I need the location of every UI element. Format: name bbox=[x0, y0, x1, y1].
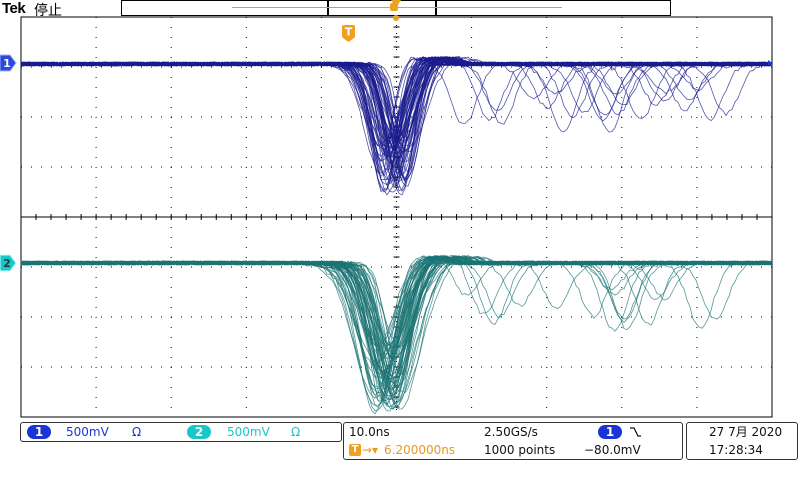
trigger-source-badge[interactable]: 1 bbox=[598, 425, 622, 439]
svg-text:2: 2 bbox=[3, 257, 11, 270]
ch2-waveform bbox=[20, 254, 772, 415]
ch1-ground-marker[interactable]: 1 bbox=[0, 54, 17, 72]
time: 17:28:34 bbox=[709, 443, 763, 457]
acquisition-state[interactable]: 停止 bbox=[34, 3, 62, 19]
ch1-badge[interactable]: 1 bbox=[27, 425, 51, 439]
svg-text:T: T bbox=[345, 26, 353, 39]
record-length: 1000 points bbox=[484, 443, 556, 457]
svg-text:1: 1 bbox=[3, 57, 11, 70]
trigger-position[interactable]: 6.200000ns bbox=[384, 443, 456, 457]
waveform-display[interactable]: T 1 2 bbox=[0, 0, 800, 420]
sample-rate: 2.50GS/s bbox=[484, 425, 538, 439]
ch2-badge[interactable]: 2 bbox=[187, 425, 211, 439]
trigger-position-arrow-icon: →▾ bbox=[362, 443, 379, 457]
readout-bar: 1 500mV Ω 2 500mV Ω 10.0ns 2.50GS/s T →▾… bbox=[0, 420, 800, 480]
trigger-level[interactable]: −80.0mV bbox=[584, 443, 641, 457]
ch1-coupling: Ω bbox=[132, 425, 142, 439]
record-window[interactable] bbox=[327, 1, 437, 15]
graticule bbox=[20, 16, 773, 418]
record-trigger-icon bbox=[390, 3, 398, 11]
date: 27 7月 2020 bbox=[709, 425, 783, 439]
timebase-trigger-panel[interactable]: 10.0ns 2.50GS/s T →▾ 6.200000ns 1000 poi… bbox=[343, 422, 683, 460]
ch2-coupling: Ω bbox=[291, 425, 301, 439]
ch2-scale[interactable]: 500mV bbox=[227, 425, 270, 439]
falling-edge-icon bbox=[630, 427, 641, 437]
brand-logo: Tek bbox=[2, 0, 26, 17]
ch1-scale[interactable]: 500mV bbox=[66, 425, 109, 439]
trigger-level-marker[interactable] bbox=[768, 60, 772, 66]
ch2-ground-marker[interactable]: 2 bbox=[0, 254, 17, 272]
trigger-position-marker[interactable]: T bbox=[342, 25, 355, 42]
ch1-waveform bbox=[20, 55, 772, 196]
horizontal-scale[interactable]: 10.0ns bbox=[349, 425, 390, 439]
trigger-position-icon: T bbox=[349, 444, 361, 456]
expansion-point-icon[interactable] bbox=[391, 0, 401, 21]
datetime-panel: 27 7月 2020 17:28:34 bbox=[686, 422, 798, 460]
channel-readout-panel[interactable]: 1 500mV Ω 2 500mV Ω bbox=[20, 422, 342, 442]
